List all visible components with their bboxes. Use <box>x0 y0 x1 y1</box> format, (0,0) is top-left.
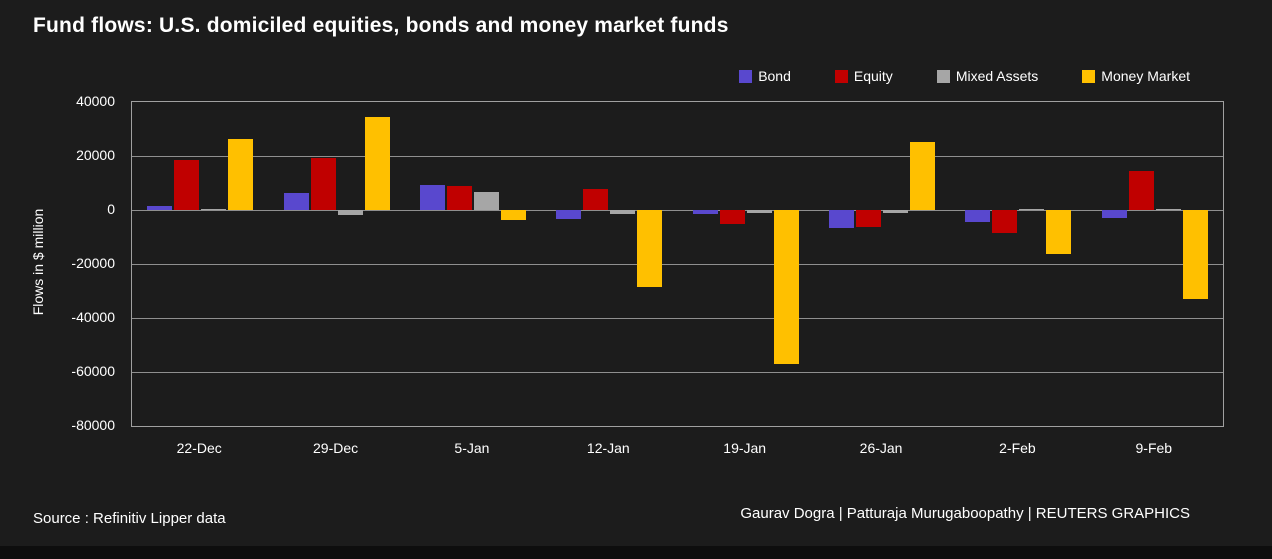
x-tick-label: 5-Jan <box>454 440 490 456</box>
credit-byline: Gaurav Dogra | Patturaja Murugaboopathy … <box>740 505 1190 522</box>
bar-bond-9-feb <box>1101 210 1127 219</box>
y-axis-tick-labels: 40000 20000 0 -20000 -40000 -60000 -80000 <box>0 93 121 433</box>
bar-mixed-assets-22-dec <box>201 208 227 210</box>
legend-swatch-icon <box>1082 69 1096 83</box>
legend-swatch-icon <box>834 69 848 83</box>
y-tick-label: 40000 <box>76 93 115 109</box>
bar-money-market-29-dec <box>364 117 390 210</box>
bar-equity-26-jan <box>856 210 882 227</box>
x-axis-tick-labels: 22-Dec 29-Dec 5-Jan 12-Jan 19-Jan 26-Jan 2-Feb… <box>131 440 1222 460</box>
y-tick-label: 20000 <box>76 147 115 163</box>
bottom-strip <box>0 546 1272 559</box>
bar-money-market-9-feb <box>1182 210 1208 300</box>
bar-bond-2-feb <box>965 210 991 222</box>
legend-label: Equity <box>853 68 893 84</box>
x-tick-label: 19-Jan <box>723 440 767 456</box>
bar-bond-26-jan <box>829 210 855 228</box>
bar-equity-19-jan <box>719 210 745 224</box>
y-tick-label: 0 <box>107 201 115 217</box>
legend-item-bond: Bond <box>739 68 791 84</box>
bar-bond-5-jan <box>419 184 445 210</box>
x-tick-label: 29-Dec <box>312 440 359 456</box>
bar-mixed-assets-29-dec <box>337 210 363 216</box>
bar-equity-5-jan <box>446 185 472 210</box>
bar-money-market-2-feb <box>1046 210 1072 255</box>
legend-swatch-icon <box>739 69 753 83</box>
bar-money-market-22-dec <box>228 139 254 210</box>
chart-title: Fund flows: U.S. domiciled equities, bon… <box>33 14 729 37</box>
y-tick-label: -80000 <box>71 417 115 433</box>
bar-mixed-assets-26-jan <box>883 210 909 213</box>
y-tick-label: -20000 <box>71 255 115 271</box>
bar-mixed-assets-5-jan <box>473 191 499 210</box>
bar-equity-12-jan <box>583 188 609 210</box>
gridline <box>132 156 1223 157</box>
gridline <box>132 210 1223 211</box>
legend-label: Mixed Assets <box>955 68 1039 84</box>
gridline <box>132 264 1223 265</box>
plot-area <box>131 101 1224 427</box>
bar-money-market-19-jan <box>773 210 799 364</box>
bar-money-market-12-jan <box>637 210 663 287</box>
bar-equity-2-feb <box>992 210 1018 233</box>
legend-label: Money Market <box>1101 68 1190 84</box>
legend-label: Bond <box>758 68 791 84</box>
bar-bond-12-jan <box>556 210 582 219</box>
bar-mixed-assets-19-jan <box>746 210 772 213</box>
bar-bond-22-dec <box>147 205 173 210</box>
bar-equity-9-feb <box>1128 171 1154 210</box>
legend-swatch-icon <box>936 69 950 83</box>
legend-item-equity: Equity <box>834 68 893 84</box>
bar-mixed-assets-2-feb <box>1019 208 1045 210</box>
legend: Bond Equity Mixed Assets Money Market <box>739 68 1190 84</box>
legend-item-money-market: Money Market <box>1082 68 1190 84</box>
bar-equity-22-dec <box>174 160 200 210</box>
source-note: Source : Refinitiv Lipper data <box>33 510 226 527</box>
x-tick-label: 12-Jan <box>586 440 630 456</box>
gridline <box>132 372 1223 373</box>
bar-mixed-assets-12-jan <box>610 210 636 215</box>
y-tick-label: -60000 <box>71 363 115 379</box>
legend-item-mixed-assets: Mixed Assets <box>936 68 1039 84</box>
bar-equity-29-dec <box>310 157 336 210</box>
x-tick-label: 26-Jan <box>859 440 903 456</box>
bar-money-market-26-jan <box>910 141 936 210</box>
bar-bond-19-jan <box>692 210 718 214</box>
x-tick-label: 9-Feb <box>1135 440 1173 456</box>
bar-bond-29-dec <box>283 192 309 210</box>
x-tick-label: 2-Feb <box>999 440 1036 456</box>
x-tick-label: 22-Dec <box>176 440 222 456</box>
gridline <box>132 318 1223 319</box>
y-tick-label: -40000 <box>71 309 115 325</box>
bar-money-market-5-jan <box>500 210 526 221</box>
bar-mixed-assets-9-feb <box>1155 209 1181 211</box>
